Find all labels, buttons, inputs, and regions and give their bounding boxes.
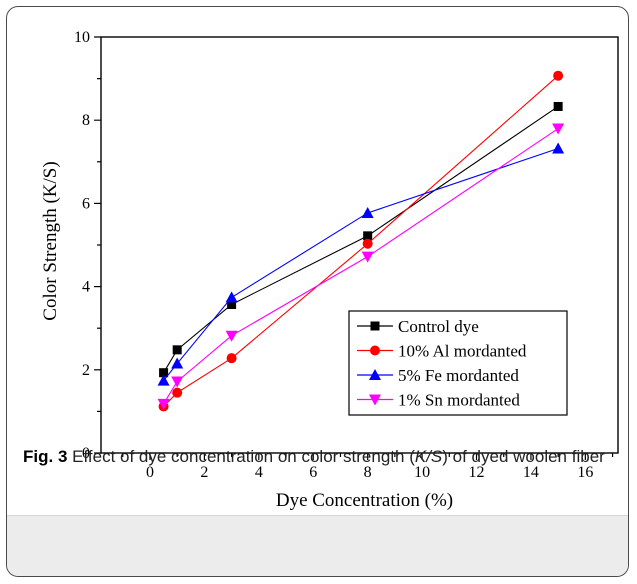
y-tick-label: 8 [82, 112, 90, 129]
legend-label: 1% Sn mordanted [398, 391, 520, 410]
y-tick-label: 2 [82, 362, 90, 379]
y-tick-label: 6 [82, 195, 90, 212]
x-tick-label: 4 [255, 464, 263, 481]
data-point [362, 238, 373, 249]
data-point [552, 142, 565, 154]
legend-label: Control dye [398, 317, 479, 336]
data-point [171, 376, 184, 388]
legend-marker [370, 345, 380, 356]
legend-label: 5% Fe mordanted [398, 366, 519, 385]
figure-frame: 0 2 4 6 8 10 12 14 16 0 2 4 6 8 10 Dye Concentration (%… [6, 6, 629, 577]
data-point [172, 387, 183, 398]
x-tick-label: 16 [577, 464, 593, 481]
data-point [157, 398, 170, 410]
x-axis-title: Dye Concentration (%) [276, 490, 453, 511]
data-point [225, 330, 238, 342]
data-point [361, 251, 374, 263]
y-axis-title: Color Strength (K/S) [40, 161, 61, 320]
data-point [159, 368, 169, 378]
legend-box [348, 310, 568, 416]
x-tick-label: 6 [309, 464, 317, 481]
x-tick-label: 14 [523, 464, 539, 481]
legend-marker [369, 394, 381, 406]
figure-caption: Fig. 3 Effect of dye concentration on co… [23, 445, 613, 469]
y-tick-label: 0 [82, 445, 90, 462]
x-tick-label: 12 [469, 464, 485, 481]
caption-text-after: ) of dyed woolen fiber [442, 447, 605, 466]
data-point [171, 357, 184, 369]
data-point [363, 231, 373, 241]
caption-band [7, 515, 628, 576]
x-tick-label: 8 [364, 464, 372, 481]
data-point [225, 291, 238, 303]
data-point [552, 123, 565, 135]
x-tick-label: 2 [200, 464, 208, 481]
data-point [227, 299, 237, 309]
data-point [553, 101, 563, 111]
data-point [361, 206, 374, 218]
x-tick-label: 0 [146, 464, 154, 481]
caption-label: Fig. 3 [23, 447, 68, 466]
legend-label: 10% Al mordanted [398, 342, 527, 361]
data-point [172, 345, 182, 355]
legend-marker [370, 321, 380, 331]
y-tick-label: 4 [82, 279, 90, 296]
caption-text-before: Effect of dye concentration on color str… [72, 447, 415, 466]
line-chart: 0 2 4 6 8 10 12 14 16 0 2 4 6 8 10 Dye Concentration (%… [40, 29, 619, 511]
data-point [553, 70, 564, 81]
data-point [157, 374, 170, 386]
legend-marker [369, 369, 381, 380]
x-tick-label: 10 [414, 464, 430, 481]
y-tick-label: 10 [74, 29, 90, 46]
caption-text-italic: K/S [414, 447, 443, 466]
data-point [226, 353, 237, 364]
